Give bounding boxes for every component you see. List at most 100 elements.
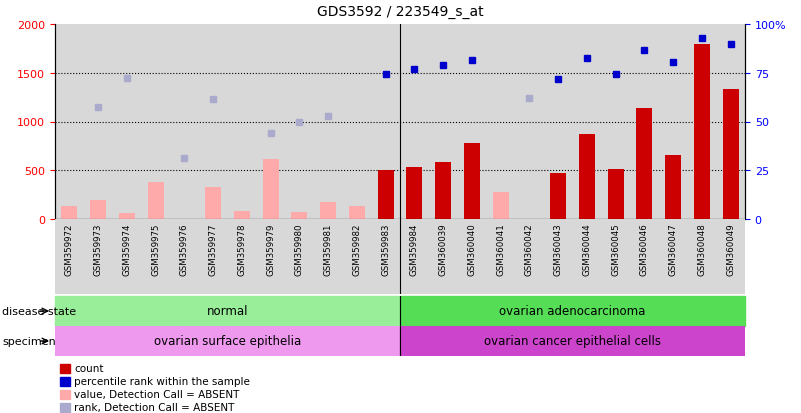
Text: specimen: specimen xyxy=(2,336,56,346)
Bar xyxy=(371,25,400,219)
Text: value, Detection Call = ABSENT: value, Detection Call = ABSENT xyxy=(74,389,239,399)
Text: rank, Detection Call = ABSENT: rank, Detection Call = ABSENT xyxy=(74,402,235,412)
Bar xyxy=(55,219,84,294)
Bar xyxy=(371,219,400,294)
Text: normal: normal xyxy=(207,305,248,318)
Bar xyxy=(665,155,681,219)
Bar xyxy=(658,25,687,219)
Text: GSM359978: GSM359978 xyxy=(237,223,247,275)
Bar xyxy=(573,25,602,219)
Text: GSM360040: GSM360040 xyxy=(467,223,477,276)
Bar xyxy=(91,200,106,219)
Bar xyxy=(515,219,544,294)
Bar xyxy=(112,219,141,294)
Bar xyxy=(687,25,716,219)
Bar xyxy=(285,25,314,219)
Text: GSM359983: GSM359983 xyxy=(381,223,390,275)
Bar xyxy=(55,25,84,219)
Bar xyxy=(141,219,170,294)
Bar xyxy=(343,25,371,219)
Text: count: count xyxy=(74,363,103,373)
Bar xyxy=(544,25,573,219)
Bar xyxy=(608,170,623,219)
Text: GSM360049: GSM360049 xyxy=(727,223,735,276)
Bar xyxy=(256,219,285,294)
Bar xyxy=(400,326,745,356)
Bar xyxy=(457,25,486,219)
Bar xyxy=(429,219,457,294)
Bar xyxy=(84,25,112,219)
Text: GSM359976: GSM359976 xyxy=(180,223,189,275)
Text: GDS3592 / 223549_s_at: GDS3592 / 223549_s_at xyxy=(317,5,484,19)
Text: GSM360039: GSM360039 xyxy=(439,223,448,276)
Bar xyxy=(285,219,314,294)
Bar xyxy=(119,214,135,219)
Bar xyxy=(400,25,429,219)
Text: GSM359979: GSM359979 xyxy=(266,223,275,275)
Bar xyxy=(170,25,199,219)
Bar xyxy=(147,215,163,219)
Text: GSM360048: GSM360048 xyxy=(698,223,706,276)
Bar xyxy=(170,219,199,294)
Bar xyxy=(314,25,343,219)
Text: GSM360047: GSM360047 xyxy=(669,223,678,276)
Text: GSM359974: GSM359974 xyxy=(123,223,131,275)
Bar xyxy=(602,219,630,294)
Bar xyxy=(147,183,163,219)
Bar xyxy=(400,219,429,294)
Text: GSM359977: GSM359977 xyxy=(208,223,218,275)
Bar xyxy=(256,25,285,219)
Bar xyxy=(55,296,400,326)
Bar xyxy=(723,90,739,219)
Bar xyxy=(486,219,515,294)
Bar xyxy=(62,207,77,219)
Bar xyxy=(637,109,652,219)
Bar xyxy=(602,25,630,219)
Bar xyxy=(234,212,250,219)
Text: percentile rank within the sample: percentile rank within the sample xyxy=(74,376,250,386)
Text: ovarian adenocarcinoma: ovarian adenocarcinoma xyxy=(499,305,646,318)
Bar xyxy=(493,192,509,219)
Bar xyxy=(630,25,658,219)
Bar xyxy=(579,135,595,219)
Text: ovarian cancer epithelial cells: ovarian cancer epithelial cells xyxy=(484,335,661,348)
Bar xyxy=(716,219,745,294)
Text: disease state: disease state xyxy=(2,306,76,316)
Text: GSM360046: GSM360046 xyxy=(640,223,649,276)
Bar xyxy=(716,25,745,219)
Text: GSM359973: GSM359973 xyxy=(94,223,103,275)
Text: GSM360045: GSM360045 xyxy=(611,223,620,276)
Bar xyxy=(55,326,400,356)
Text: GSM359975: GSM359975 xyxy=(151,223,160,275)
Bar xyxy=(573,219,602,294)
Bar xyxy=(227,219,256,294)
Bar xyxy=(349,207,364,219)
Bar xyxy=(544,219,573,294)
Text: GSM359984: GSM359984 xyxy=(410,223,419,275)
Bar xyxy=(658,219,687,294)
Bar xyxy=(141,25,170,219)
Bar xyxy=(515,25,544,219)
Bar xyxy=(687,219,716,294)
Bar xyxy=(486,25,515,219)
Bar xyxy=(406,168,422,219)
Bar xyxy=(343,219,371,294)
Bar xyxy=(227,25,256,219)
Bar xyxy=(263,159,279,219)
Text: GSM359982: GSM359982 xyxy=(352,223,361,275)
Text: GSM360044: GSM360044 xyxy=(582,223,591,276)
Bar xyxy=(429,25,457,219)
Text: GSM360041: GSM360041 xyxy=(496,223,505,276)
Bar xyxy=(320,203,336,219)
Bar xyxy=(292,213,308,219)
Text: GSM359981: GSM359981 xyxy=(324,223,332,275)
Text: GSM360042: GSM360042 xyxy=(525,223,534,276)
Bar xyxy=(199,25,227,219)
Bar xyxy=(314,219,343,294)
Bar xyxy=(378,171,393,219)
Text: ovarian surface epithelia: ovarian surface epithelia xyxy=(154,335,301,348)
Bar xyxy=(464,144,480,219)
Bar xyxy=(112,25,141,219)
Text: GSM360043: GSM360043 xyxy=(553,223,562,276)
Text: GSM359980: GSM359980 xyxy=(295,223,304,275)
